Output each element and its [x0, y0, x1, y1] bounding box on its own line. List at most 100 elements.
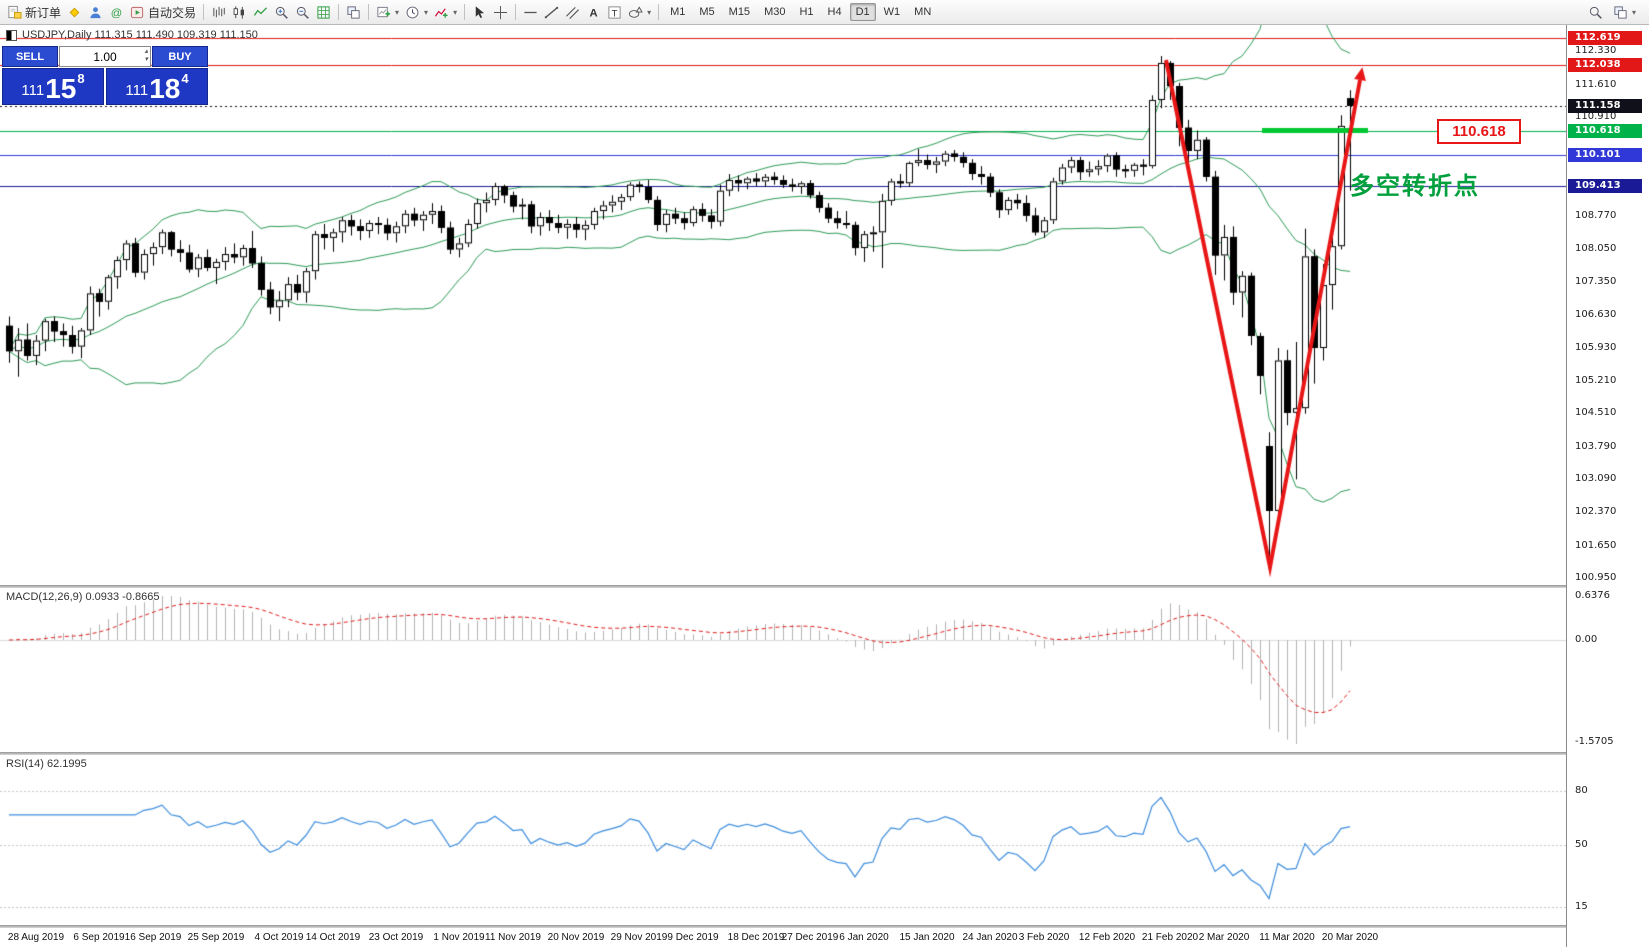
time-axis-label: 9 Dec 2019 — [667, 932, 719, 943]
time-axis-label: 20 Mar 2020 — [1321, 932, 1379, 943]
chinese-annotation[interactable]: 多空转折点 — [1350, 173, 1480, 200]
search-icon[interactable] — [1585, 3, 1606, 22]
macd-canvas[interactable] — [0, 588, 1566, 752]
price-badge: 110.101 — [1568, 147, 1642, 162]
timeframe-m30[interactable]: M30 — [764, 6, 786, 18]
price-tick: 111.610 — [1575, 78, 1617, 90]
buy-button[interactable]: BUY — [152, 46, 208, 67]
price-chart-canvas[interactable] — [0, 25, 1566, 585]
timeframe-h4[interactable]: H4 — [827, 6, 842, 18]
rsi-canvas[interactable] — [0, 755, 1566, 925]
zoom-in-icon[interactable] — [271, 3, 292, 22]
chevron-down-icon[interactable]: ▾ — [395, 7, 400, 17]
time-axis-label: 24 Jan 2020 — [962, 932, 1018, 943]
one-click-trading-panel: SELL 1.00 ▴ ▾ BUY 111 15 8 111 18 4 — [2, 46, 208, 105]
chevron-down-icon[interactable]: ▾ — [1631, 7, 1636, 17]
svg-text:@: @ — [111, 7, 122, 19]
shapes-icon[interactable]: ▾ — [625, 3, 654, 22]
time-axis-label: 20 Nov 2019 — [547, 932, 605, 943]
market-watch-icon[interactable] — [64, 3, 85, 22]
toolbar-right-group: ▾ — [1585, 3, 1645, 22]
candlestick-chart-icon[interactable] — [229, 3, 250, 22]
svg-text:A: A — [590, 7, 598, 19]
time-axis-label: 27 Dec 2019 — [781, 932, 839, 943]
toolbar-separator — [338, 4, 340, 20]
volume-down-icon[interactable]: ▾ — [144, 56, 148, 63]
indicators-icon[interactable]: ▾ — [431, 3, 460, 22]
pane-splitter[interactable] — [0, 752, 1649, 755]
price-tick: 103.790 — [1575, 440, 1617, 452]
price-badge: 111.158 — [1568, 98, 1642, 113]
chart-symbol-icon — [6, 29, 17, 41]
time-axis-label: 12 Feb 2020 — [1078, 932, 1136, 943]
toolbar-separator — [368, 4, 370, 20]
volume-spinner: ▴ ▾ — [144, 48, 148, 64]
hline-icon[interactable] — [520, 3, 541, 22]
chart-profile-icon[interactable]: ▾ — [1610, 3, 1639, 22]
time-axis-label: 4 Oct 2019 — [254, 932, 304, 943]
crosshair-icon[interactable] — [490, 3, 511, 22]
zoom-out-icon[interactable] — [292, 3, 313, 22]
rsi-level-80: 80 — [1575, 785, 1588, 796]
toolbar-separator — [658, 4, 660, 20]
timeframe-w1[interactable]: W1 — [883, 6, 901, 18]
chevron-down-icon[interactable]: ▾ — [453, 7, 458, 17]
sell-price-figure: 111 — [21, 82, 45, 99]
price-tick: 108.050 — [1575, 243, 1617, 255]
price-badge: 109.413 — [1568, 179, 1642, 194]
chevron-down-icon[interactable]: ▾ — [647, 7, 652, 17]
time-axis-label: 11 Nov 2019 — [485, 932, 541, 943]
sell-button[interactable]: SELL — [2, 46, 58, 67]
timeframe-d1[interactable]: D1 — [849, 3, 876, 21]
profile-icon[interactable] — [85, 3, 106, 22]
timeframe-h1[interactable]: H1 — [799, 6, 814, 18]
price-tick: 104.510 — [1575, 407, 1617, 419]
sell-price-point: 8 — [77, 71, 85, 86]
timeframe-m5[interactable]: M5 — [699, 6, 715, 18]
time-axis-label: 6 Sep 2019 — [73, 932, 125, 943]
new-chart-icon[interactable]: ▾ — [373, 3, 402, 22]
channel-icon[interactable] — [562, 3, 583, 22]
timeframe-mn[interactable]: MN — [914, 6, 932, 18]
time-axis-label: 11 Mar 2020 — [1259, 932, 1315, 943]
chevron-down-icon[interactable]: ▾ — [424, 7, 429, 17]
price-badge: 110.618 — [1568, 123, 1642, 138]
time-axis-label: 23 Oct 2019 — [368, 932, 424, 943]
price-tick: 105.210 — [1575, 374, 1617, 386]
pane-splitter[interactable] — [0, 585, 1649, 588]
rsi-level-15: 15 — [1575, 900, 1588, 912]
sell-price[interactable]: 111 15 8 — [2, 68, 104, 105]
price-tick: 101.650 — [1575, 539, 1617, 551]
volume-field[interactable]: 1.00 ▴ ▾ — [59, 46, 151, 67]
buy-price[interactable]: 111 18 4 — [106, 68, 208, 105]
timeframe-m1[interactable]: M1 — [670, 6, 686, 18]
volume-up-icon[interactable]: ▴ — [144, 48, 148, 55]
new-order-button[interactable]: 新订单 — [4, 2, 64, 23]
grid-icon[interactable] — [313, 3, 334, 22]
bar-chart-icon[interactable] — [208, 3, 229, 22]
period-icon[interactable]: ▾ — [402, 3, 431, 22]
macd-scale-max: 0.6376 — [1575, 590, 1610, 601]
community-icon[interactable]: @ — [106, 3, 127, 22]
price-tick: 102.370 — [1575, 506, 1617, 518]
time-axis[interactable]: 28 Aug 2019 6 Sep 2019 16 Sep 2019 25 Sep 2… — [0, 928, 1566, 947]
price-axis[interactable]: 112.330 111.610 110.910 108.770 108.050 107.3… — [1567, 25, 1649, 947]
cursor-icon[interactable] — [469, 3, 490, 22]
macd-scale-zero: 0.00 — [1575, 634, 1598, 646]
pane-splitter[interactable] — [0, 925, 1649, 928]
tile-windows-icon[interactable] — [343, 3, 364, 22]
volume-value: 1.00 — [93, 49, 117, 64]
timeframe-m15[interactable]: M15 — [728, 6, 751, 18]
time-axis-label: 15 Jan 2020 — [899, 932, 955, 943]
price-axis-border — [1566, 25, 1567, 947]
time-axis-label: 3 Feb 2020 — [1018, 932, 1070, 943]
text-tool-icon[interactable]: T — [604, 3, 625, 22]
trendline-icon[interactable] — [541, 3, 562, 22]
text-label-icon[interactable]: A — [583, 3, 604, 22]
line-chart-icon[interactable] — [250, 3, 271, 22]
time-axis-label: 14 Oct 2019 — [305, 932, 361, 943]
price-annotation-label[interactable]: 110.618 — [1437, 119, 1521, 144]
main-toolbar: 新订单 @ 自动交易 ▾ ▾ ▾ A T ▾ M1 M5 M15 M30 H1 H4 D1 W1 MN ▾ — [0, 0, 1649, 25]
autotrading-button[interactable]: 自动交易 — [127, 2, 199, 23]
